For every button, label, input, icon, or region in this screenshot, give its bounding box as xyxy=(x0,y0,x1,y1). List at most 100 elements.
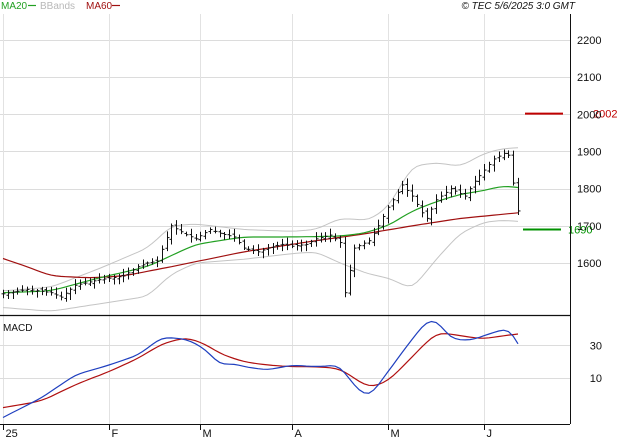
ohlc-bar xyxy=(194,234,199,241)
ohlc-bar xyxy=(20,285,25,293)
x-axis: 25 F M A M J xyxy=(3,424,492,440)
ohlc-bar xyxy=(482,163,487,181)
macd-tick-label: 10 xyxy=(590,373,602,385)
ohlc-bar xyxy=(516,177,521,215)
ohlc-bar xyxy=(410,184,415,202)
ohlc-bar xyxy=(150,258,155,265)
ohlc-bar xyxy=(92,277,97,289)
macd-y-axis: 10 30 xyxy=(590,340,602,385)
ohlc-bar xyxy=(44,287,49,296)
ohlc-bar xyxy=(420,200,425,218)
ohlc-bar xyxy=(64,287,69,302)
ohlc-bar xyxy=(473,175,478,194)
ohlc-bar xyxy=(174,220,179,235)
ohlc-bar xyxy=(304,240,309,252)
x-tick-label: A xyxy=(295,428,303,440)
ohlc-bar xyxy=(415,194,420,208)
ohlc-bar xyxy=(396,189,401,204)
ohlc-bar xyxy=(131,268,136,276)
ohlc-bar xyxy=(25,286,30,296)
resistance-label: 2002 xyxy=(593,109,617,121)
ohlc-bar xyxy=(222,232,227,240)
ohlc-bar xyxy=(271,243,276,254)
ohlc-bar xyxy=(295,240,300,251)
ohlc-bar xyxy=(160,245,165,263)
ohlc-bar xyxy=(107,273,112,282)
ohlc-bar xyxy=(68,287,73,301)
macd-lines xyxy=(2,320,519,419)
ma20-line xyxy=(2,185,519,294)
ohlc-bar xyxy=(184,231,189,237)
ohlc-bar xyxy=(299,239,304,252)
ohlc-bar xyxy=(208,227,213,234)
ohlc-bar xyxy=(54,287,59,299)
price-tick-label: 1800 xyxy=(577,184,601,196)
price-tick-label: 1600 xyxy=(577,258,601,270)
ohlc-bar xyxy=(391,198,396,211)
ohlc-bar xyxy=(381,213,386,230)
ohlc-bar xyxy=(246,246,251,251)
bb-lower-line xyxy=(2,220,519,312)
ohlc-bar xyxy=(275,241,280,250)
ohlc-bar xyxy=(237,234,242,245)
ohlc-bar xyxy=(102,274,107,284)
ohlc-bar xyxy=(338,235,343,248)
ohlc-bar xyxy=(198,231,203,242)
legend-bbands: BBands xyxy=(40,1,75,12)
ohlc-bar xyxy=(88,278,93,287)
ohlc-bar xyxy=(376,219,381,236)
ohlc-bar xyxy=(232,228,237,242)
macd-tick-label: 30 xyxy=(590,340,602,352)
ohlc-bar xyxy=(155,256,160,268)
ohlc-bar xyxy=(165,231,170,252)
ohlc-bar xyxy=(83,278,88,286)
ohlc-bar xyxy=(256,244,261,257)
ohlc-bar xyxy=(434,194,439,214)
ohlc-bar xyxy=(1,289,6,299)
ohlc-bar xyxy=(468,186,473,202)
ohlc-bar xyxy=(477,169,482,186)
ohlc-bar xyxy=(425,208,430,222)
ohlc-bar xyxy=(458,184,463,198)
ohlc-bar xyxy=(449,185,454,198)
ohlc-bar xyxy=(357,243,362,251)
ohlc-bar xyxy=(179,223,184,235)
ohlc-bar xyxy=(463,188,468,200)
price-tick-label: 2100 xyxy=(577,72,601,84)
ohlc-bar xyxy=(333,233,338,242)
ohlc-bar xyxy=(30,285,35,295)
bollinger-bands xyxy=(2,147,519,312)
ohlc-bar xyxy=(213,226,218,234)
legend-ma60: MA60 xyxy=(86,1,113,12)
ohlc-bar xyxy=(367,237,372,245)
ohlc-bar xyxy=(319,232,324,243)
ohlc-bar xyxy=(59,291,64,301)
ohlc-bar xyxy=(35,288,40,298)
ohlc-bar xyxy=(203,229,208,240)
support-label: 1690 xyxy=(568,225,592,237)
ohlc-bar xyxy=(6,290,11,300)
chart-legend: MA20 BBands MA60 xyxy=(1,1,120,12)
ohlc-bar xyxy=(49,286,54,296)
macd-signal-line xyxy=(2,333,519,409)
ohlc-bar xyxy=(266,244,271,256)
ohlc-bar xyxy=(506,150,511,158)
ohlc-bar xyxy=(444,185,449,200)
macd-title: MACD xyxy=(3,323,32,334)
ohlc-bar xyxy=(11,290,16,299)
macd-panel: MACD 10 30 xyxy=(0,320,602,419)
ohlc-bar xyxy=(251,245,256,255)
ohlc-bar xyxy=(497,151,502,163)
ohlc-bar xyxy=(126,267,131,280)
x-tick-label: M xyxy=(203,428,212,440)
ohlc-bar xyxy=(145,261,150,267)
ohlc-bar xyxy=(15,287,20,295)
price-levels: 2002 1690 xyxy=(523,109,617,237)
ohlc-bar xyxy=(218,229,223,238)
ohlc-bar xyxy=(40,286,45,296)
ma60-line xyxy=(2,212,519,279)
price-tick-label: 1900 xyxy=(577,146,601,158)
ohlc-bar xyxy=(429,206,434,226)
ohlc-bar xyxy=(328,228,333,243)
ohlc-bar xyxy=(261,247,266,259)
